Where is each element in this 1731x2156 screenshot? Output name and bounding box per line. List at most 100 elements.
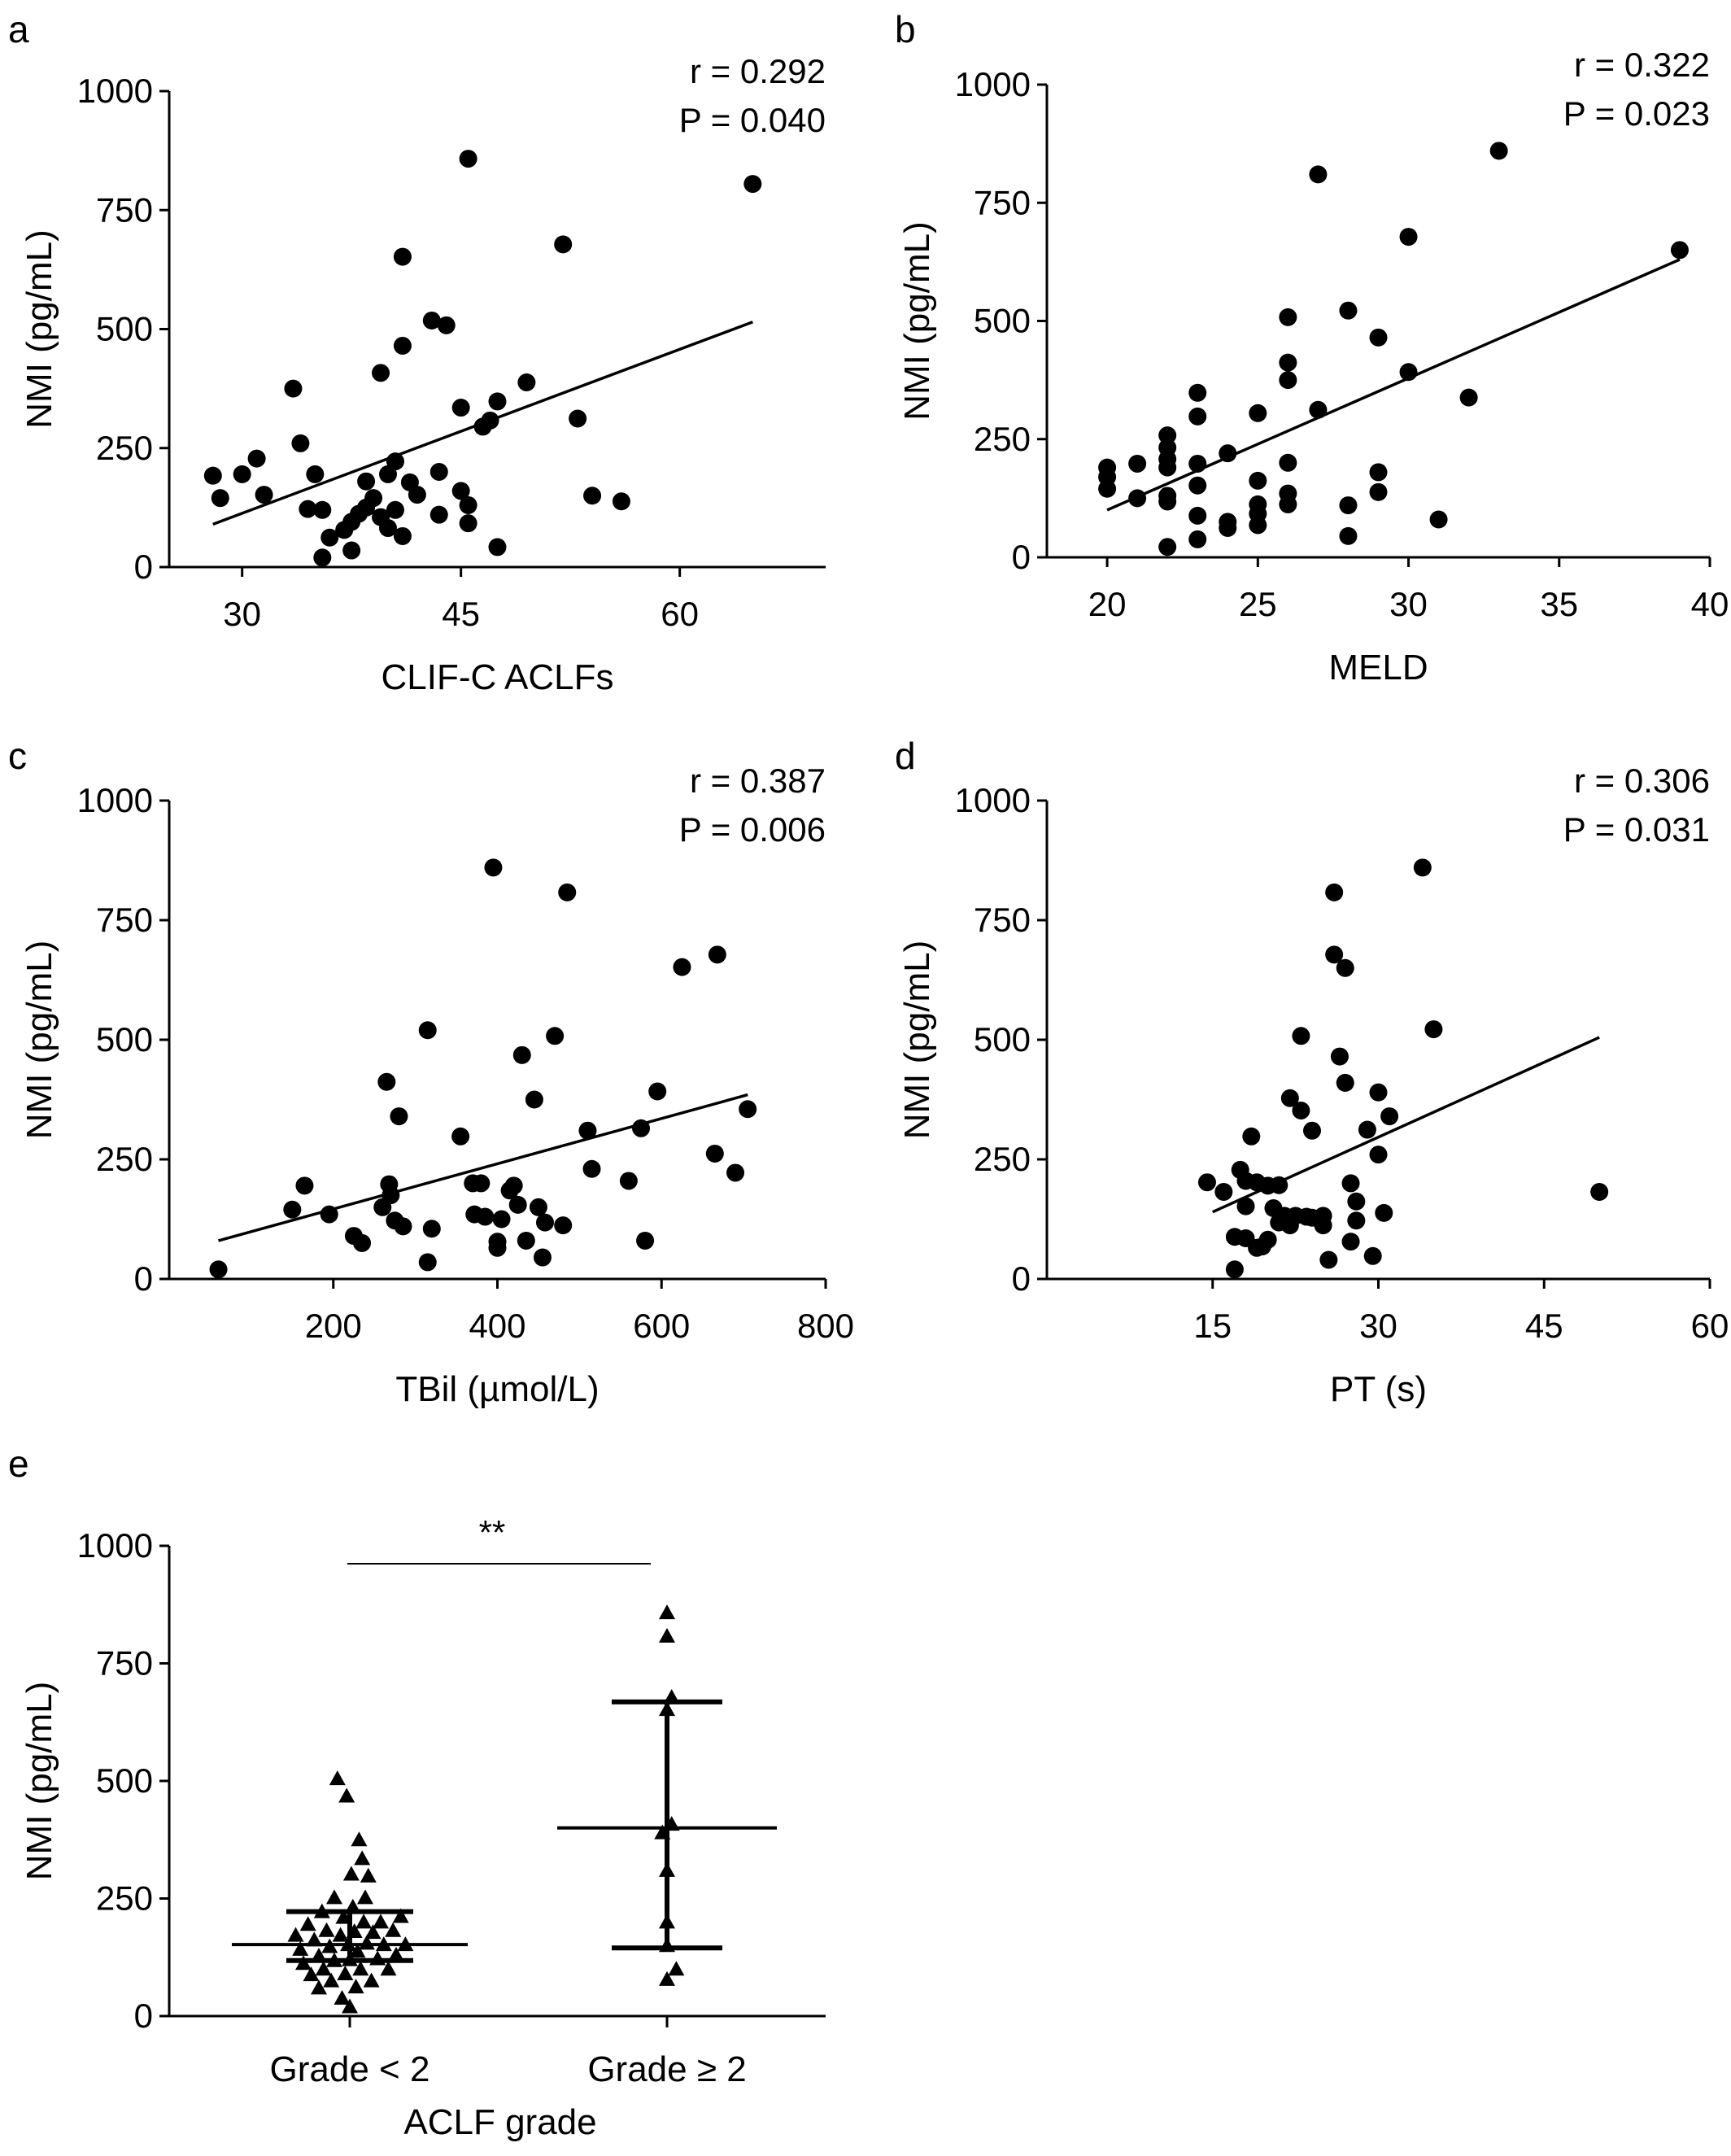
- y-tick-label: 750: [96, 901, 153, 939]
- y-tick-label: 750: [96, 1644, 153, 1682]
- data-point: [299, 1916, 316, 1931]
- data-point: [1197, 1173, 1216, 1192]
- data-point: [1358, 1120, 1376, 1139]
- data-point: [299, 500, 317, 518]
- data-point: [306, 465, 325, 483]
- data-point: [355, 1914, 373, 1929]
- stat-r: r = 0.306: [1574, 762, 1710, 800]
- data-point: [508, 1195, 527, 1214]
- data-point: [1279, 453, 1297, 472]
- data-point: [418, 1253, 437, 1272]
- data-point: [743, 175, 762, 194]
- data-point: [1279, 308, 1297, 326]
- data-point: [668, 1961, 685, 1976]
- x-tick-label: 40: [1691, 585, 1729, 623]
- data-point: [504, 1176, 523, 1195]
- data-point: [529, 1198, 547, 1216]
- data-point: [459, 150, 477, 168]
- stat-p: P = 0.040: [679, 101, 826, 139]
- data-point: [1214, 1182, 1233, 1201]
- data-point: [379, 519, 397, 538]
- data-point: [392, 1908, 409, 1923]
- stat-r: r = 0.292: [690, 52, 826, 90]
- data-point: [619, 1172, 638, 1190]
- data-point: [488, 392, 507, 411]
- y-tick-label: 500: [96, 1020, 153, 1058]
- data-point: [388, 1946, 404, 1962]
- data-point: [1279, 353, 1297, 372]
- data-point: [1188, 476, 1207, 495]
- y-tick-label: 250: [96, 1879, 153, 1918]
- data-point: [582, 1159, 601, 1178]
- panel-d: d 0 250 500 750 1000 15 30 45 60 PT (s) NMI (pg/mL)…: [895, 735, 1729, 1409]
- data-point: [1258, 1230, 1277, 1249]
- data-point: [247, 449, 266, 468]
- data-point: [255, 486, 273, 504]
- data-point: [1670, 241, 1689, 260]
- stat-p: P = 0.023: [1563, 94, 1710, 133]
- data-point: [484, 858, 503, 877]
- data-point: [583, 487, 602, 505]
- data-point: [1347, 1211, 1366, 1230]
- x-tick-label: 30: [1389, 585, 1428, 623]
- data-point: [429, 505, 448, 524]
- data-point: [533, 1248, 552, 1267]
- data-point: [1369, 1146, 1388, 1164]
- data-point: [726, 1163, 745, 1182]
- data-point: [386, 452, 404, 471]
- data-point: [386, 500, 404, 519]
- data-point: [326, 1889, 342, 1905]
- y-tick-label: 1000: [955, 65, 1031, 103]
- data-point: [1339, 526, 1358, 545]
- regression-line: [218, 1093, 748, 1242]
- data-point: [323, 1972, 340, 1988]
- data-point: [1363, 1246, 1382, 1265]
- y-tick-label: 0: [1012, 1259, 1031, 1298]
- significance-label: **: [479, 1513, 506, 1552]
- data-point: [353, 1233, 372, 1252]
- data-point: [1590, 1182, 1609, 1201]
- data-point: [1158, 426, 1177, 445]
- data-point: [1339, 496, 1358, 515]
- data-point: [1279, 371, 1297, 390]
- data-point: [554, 1216, 573, 1235]
- x-tick-label: 15: [1193, 1307, 1232, 1345]
- data-point: [357, 1889, 373, 1905]
- y-tick-label: 250: [974, 420, 1031, 458]
- data-point: [342, 1866, 360, 1881]
- data-point: [612, 492, 630, 511]
- data-point: [1242, 1127, 1261, 1146]
- data-point: [451, 1127, 470, 1146]
- data-point: [1330, 1047, 1349, 1066]
- data-point: [1158, 458, 1177, 477]
- data-point: [1309, 165, 1328, 184]
- data-point: [659, 1971, 675, 1986]
- data-point: [1225, 1260, 1244, 1279]
- data-point: [437, 316, 456, 334]
- data-point: [377, 1072, 396, 1091]
- data-point: [313, 548, 332, 567]
- y-tick-label: 0: [1012, 538, 1031, 576]
- data-point: [429, 463, 448, 481]
- data-point: [382, 1186, 400, 1205]
- x-tick-label: 600: [633, 1307, 690, 1345]
- data-point: [1158, 538, 1177, 556]
- data-point: [1188, 383, 1207, 402]
- data-point: [1292, 1102, 1310, 1120]
- y-tick-label: 500: [96, 1761, 153, 1800]
- data-point: [291, 434, 310, 452]
- data-point: [1279, 495, 1297, 513]
- y-tick-label: 1000: [955, 781, 1031, 819]
- data-point: [636, 1231, 655, 1250]
- data-point: [536, 1213, 555, 1232]
- data-point: [512, 1045, 531, 1064]
- data-point: [488, 1233, 507, 1251]
- data-point: [1098, 479, 1117, 498]
- data-point: [338, 1787, 355, 1803]
- y-tick-label: 750: [96, 190, 153, 229]
- data-point: [380, 1961, 397, 1976]
- data-point: [1489, 142, 1508, 160]
- data-point: [393, 336, 412, 355]
- data-point: [360, 1867, 377, 1883]
- data-point: [1341, 1174, 1360, 1193]
